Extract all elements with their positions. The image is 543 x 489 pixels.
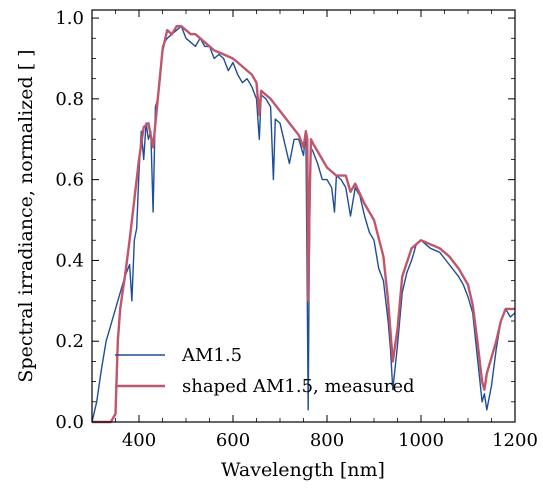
y-tick-label: 0.0 bbox=[55, 412, 84, 433]
x-tick-label: 400 bbox=[122, 430, 156, 451]
series-line-am15 bbox=[91, 25, 516, 423]
y-axis-label: Spectral irradiance, normalized [ ] bbox=[15, 49, 37, 382]
y-tick-label: 0.6 bbox=[55, 170, 84, 191]
x-tick-label: 800 bbox=[310, 430, 344, 451]
ticks-layer: 400 600 800 1000 1200 0.0 0.2 0.4 0.6 0.8 1.0 bbox=[55, 8, 538, 451]
y-tick-label: 1.0 bbox=[55, 8, 84, 29]
plot-frame bbox=[91, 9, 516, 423]
y-tick-label: 0.4 bbox=[55, 250, 84, 271]
legend: AM1.5 shaped AM1.5, measured bbox=[115, 345, 415, 397]
x-tick-label: 1200 bbox=[492, 430, 538, 451]
y-tick-label: 0.2 bbox=[55, 331, 84, 352]
legend-label-am15: AM1.5 bbox=[181, 345, 242, 366]
x-tick-label: 600 bbox=[216, 430, 250, 451]
legend-label-shaped: shaped AM1.5, measured bbox=[182, 376, 415, 397]
x-axis-label: Wavelength [nm] bbox=[221, 459, 385, 481]
series-layer bbox=[91, 25, 516, 424]
y-tick-label: 0.8 bbox=[55, 89, 84, 110]
x-tick-label: 1000 bbox=[398, 430, 444, 451]
series-line-shaped bbox=[92, 25, 515, 424]
